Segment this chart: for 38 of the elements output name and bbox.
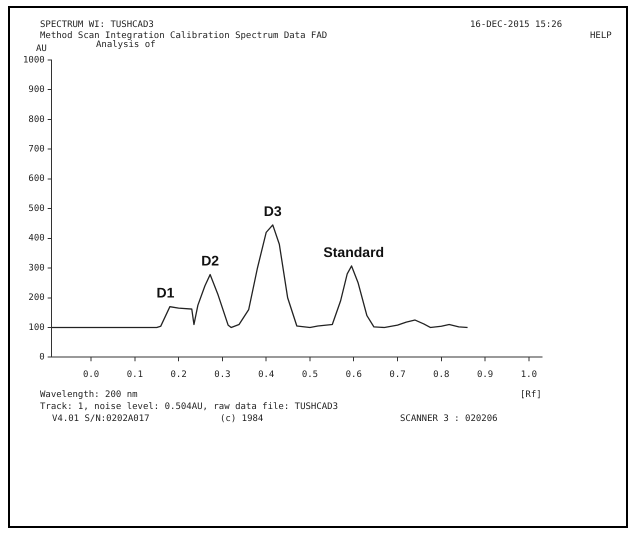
x-tick-label: 0.8 [433, 370, 450, 380]
text: Method Scan Integration Calibration Spectrum Data FAD [40, 31, 328, 41]
x-tick-label: 0.1 [126, 370, 143, 380]
text: (c) 1984 [220, 414, 264, 424]
x-tick-label: 0.6 [346, 370, 362, 380]
y-tick-label: 600 [28, 174, 45, 184]
y-tick-label: 900 [28, 85, 45, 96]
x-tick-label: 0.2 [170, 370, 187, 380]
annotation: D1 [156, 284, 175, 301]
y-tick-label: 100 [28, 322, 45, 333]
y-tick-label: 400 [28, 234, 45, 244]
annotation: Standard [323, 244, 384, 260]
y-tick-label: 700 [28, 144, 45, 155]
x-tick-label: 0.4 [258, 370, 274, 380]
x-tick-label: 0.7 [389, 370, 406, 380]
y-tick-label: 1000 [22, 55, 45, 66]
annotation: D2 [201, 252, 220, 268]
text: 16-DEC-2015 15:26 [470, 20, 562, 30]
chart-title: Analysis of [96, 40, 156, 50]
y-tick-label: 200 [28, 293, 45, 304]
x-tick-label: 0.3 [214, 370, 231, 380]
x-axis-title: [Rf] [520, 390, 542, 400]
text: SPECTRUM WI: TUSHCAD3 [40, 20, 154, 30]
text: Track: 1, noise level: 0.504AU, raw data file: TUSHCAD3 [40, 402, 338, 412]
text: V4.01 S/N:0202A017 [52, 414, 150, 424]
x-tick-label: 0.5 [302, 370, 318, 380]
x-tick-label: 0.0 [82, 370, 100, 380]
y-tick-label: 300 [28, 263, 45, 274]
y-tick-label: 800 [28, 114, 45, 125]
text: HELP [590, 31, 612, 41]
text: SCANNER 3 : 020206 [400, 414, 498, 424]
annotation: D3 [264, 202, 282, 219]
x-tick-label: 1.0 [520, 370, 537, 380]
y-tick-label: 0 [39, 352, 45, 363]
y-tick-label: 500 [28, 204, 45, 214]
x-tick-label: 0.9 [476, 370, 494, 380]
text: Wavelength: 200 nm [40, 390, 138, 400]
y-axis-title: AU [36, 44, 47, 54]
